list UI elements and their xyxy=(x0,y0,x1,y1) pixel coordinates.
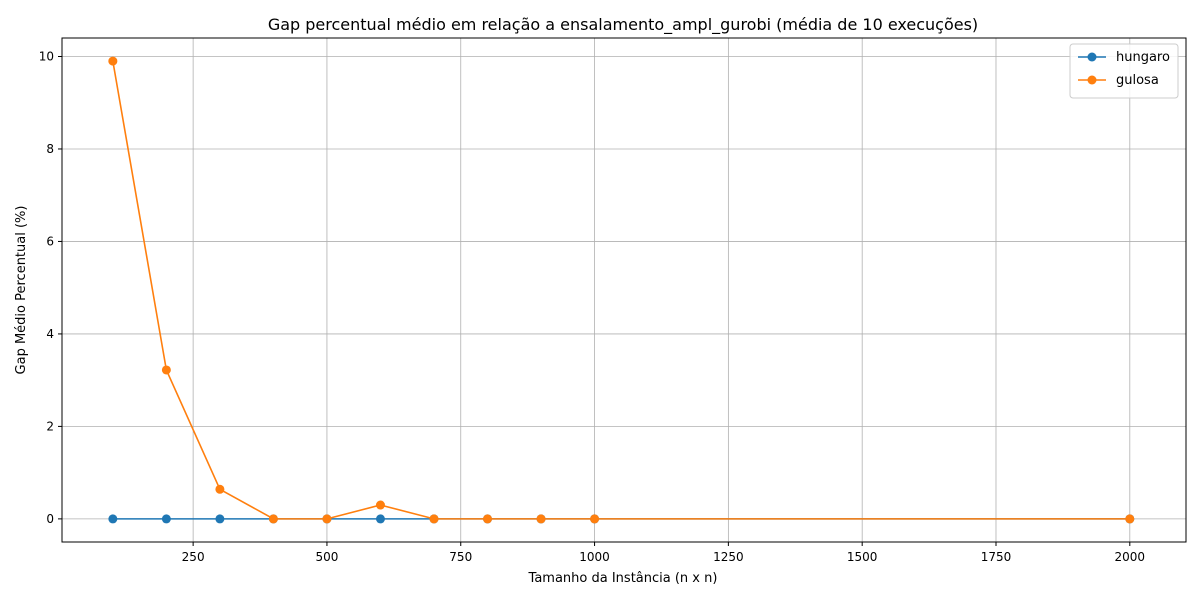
data-point-gulosa xyxy=(429,514,439,524)
x-tick-label: 750 xyxy=(449,550,472,564)
x-tick-label: 2000 xyxy=(1115,550,1146,564)
data-point-gulosa xyxy=(590,514,600,524)
data-point-gulosa xyxy=(215,484,225,494)
data-point-gulosa xyxy=(322,514,332,524)
legend-label-gulosa: gulosa xyxy=(1116,73,1159,88)
x-tick-label: 1750 xyxy=(981,550,1012,564)
data-point-hungaro xyxy=(108,514,118,524)
legend-label-hungaro: hungaro xyxy=(1116,50,1170,65)
y-tick-label: 8 xyxy=(46,142,54,156)
data-point-gulosa xyxy=(536,514,546,524)
plot-area: 250 500 750 1000 1250 1500 1750 2000 0 2 4 6 8 10 hung… xyxy=(39,37,1187,564)
legend-marker-hungaro xyxy=(1087,52,1097,62)
data-point-hungaro xyxy=(375,514,385,524)
x-tick-label: 1500 xyxy=(847,550,878,564)
x-tick-label: 500 xyxy=(315,550,338,564)
data-point-gulosa xyxy=(268,514,278,524)
data-point-gulosa xyxy=(161,365,171,375)
chart-title: Gap percentual médio em relação a ensala… xyxy=(268,15,978,35)
data-point-hungaro xyxy=(215,514,225,524)
y-tick-label: 6 xyxy=(46,234,54,248)
data-point-gulosa xyxy=(375,500,385,510)
y-tick-label: 10 xyxy=(39,49,54,63)
data-point-gulosa xyxy=(483,514,493,524)
data-point-hungaro xyxy=(161,514,171,524)
y-tick-label: 2 xyxy=(46,419,54,433)
legend: hungaro gulosa xyxy=(1069,43,1179,99)
x-axis-label: Tamanho da Instância (n x n) xyxy=(528,571,718,586)
data-point-gulosa xyxy=(108,56,118,66)
y-tick-label: 4 xyxy=(46,327,54,341)
x-tick-label: 1250 xyxy=(713,550,744,564)
x-tick-label: 250 xyxy=(182,550,205,564)
data-point-gulosa xyxy=(1125,514,1135,524)
y-tick-label: 0 xyxy=(46,512,54,526)
x-tick-label: 1000 xyxy=(579,550,610,564)
legend-marker-gulosa xyxy=(1087,75,1097,85)
y-axis-label: Gap Médio Percentual (%) xyxy=(14,206,29,375)
axes-frame xyxy=(61,37,1187,543)
